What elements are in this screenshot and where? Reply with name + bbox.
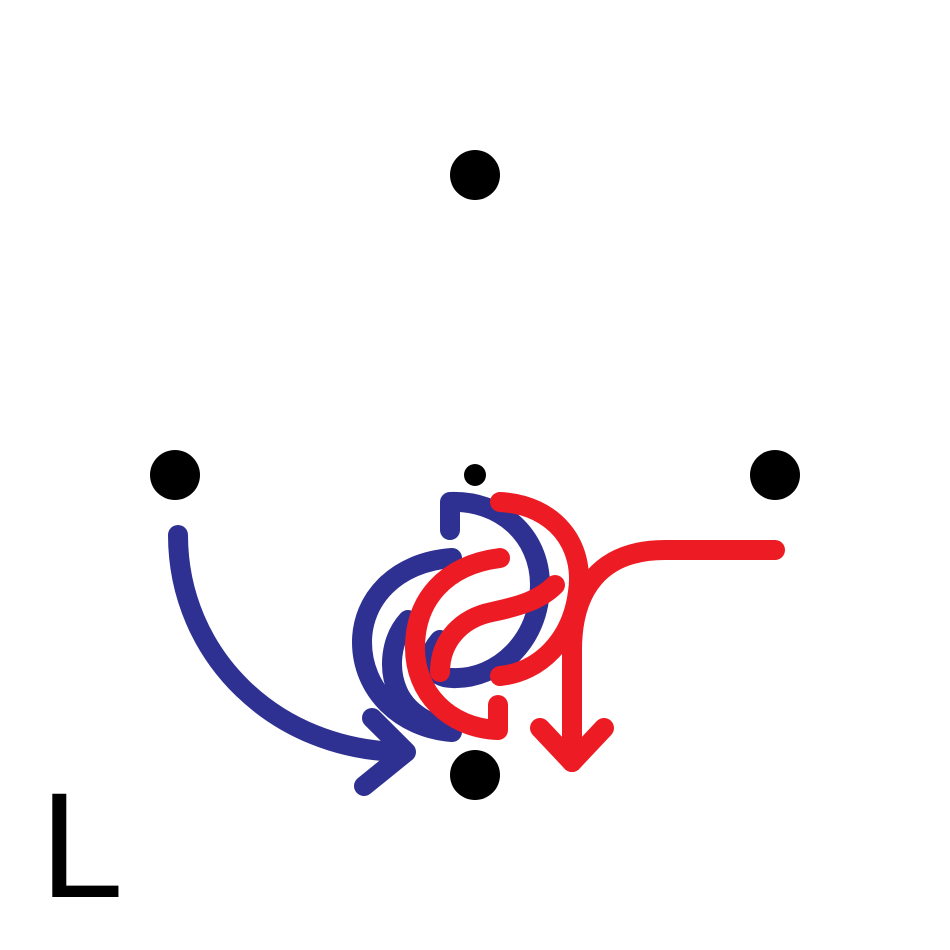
- red-arrow-head: [530, 718, 614, 772]
- red-swirl-outer: [405, 548, 510, 740]
- dot-right: [750, 450, 800, 500]
- corner-label: L: [40, 761, 123, 929]
- dot-bottom: [450, 750, 500, 800]
- red-arrow-path: [562, 540, 785, 772]
- dot-left: [150, 450, 200, 500]
- dot-top: [450, 150, 500, 200]
- blue-arrow-path: [168, 525, 415, 762]
- blue-arrow-head: [354, 708, 416, 796]
- blue-swirl-inner: [382, 610, 462, 738]
- red-swirl-inner: [430, 575, 565, 682]
- dot-center-small: [464, 464, 486, 486]
